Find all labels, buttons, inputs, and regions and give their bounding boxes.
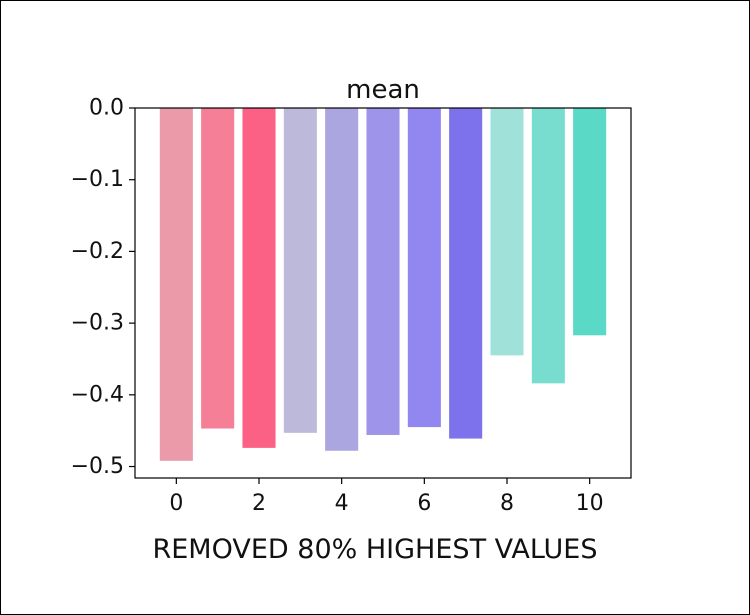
bar-1 (201, 108, 235, 429)
x-tick-label: 6 (417, 491, 431, 516)
y-tick-label: −0.5 (71, 454, 124, 479)
x-tick-label: 0 (169, 491, 183, 516)
y-tick-label: −0.3 (71, 311, 124, 336)
bar-7 (449, 108, 483, 439)
y-tick-label: −0.1 (71, 167, 124, 192)
bar-9 (531, 108, 565, 384)
bars-group (159, 108, 607, 461)
x-axis-label: REMOVED 80% HIGHEST VALUES (152, 534, 597, 565)
bar-10 (573, 108, 607, 336)
bar-4 (325, 108, 359, 451)
chart-title: mean (346, 75, 420, 105)
y-tick-label: 0.0 (89, 96, 124, 121)
bar-8 (490, 108, 524, 356)
bar-6 (407, 108, 441, 428)
x-axis: 0 2 4 6 8 10 (169, 478, 604, 516)
y-tick-label: −0.4 (71, 382, 124, 407)
bar-0 (159, 108, 193, 461)
bar-2 (242, 108, 276, 448)
plot-area-border (134, 107, 632, 479)
x-tick-label: 4 (335, 491, 349, 516)
bar-3 (283, 108, 317, 433)
y-tick-label: −0.2 (71, 239, 124, 264)
bar-5 (366, 108, 400, 435)
x-tick-label: 2 (252, 491, 266, 516)
x-tick-label: 8 (500, 491, 514, 516)
x-tick-label: 10 (576, 491, 604, 516)
y-axis: 0.0 −0.1 −0.2 −0.3 −0.4 −0.5 (71, 96, 135, 479)
